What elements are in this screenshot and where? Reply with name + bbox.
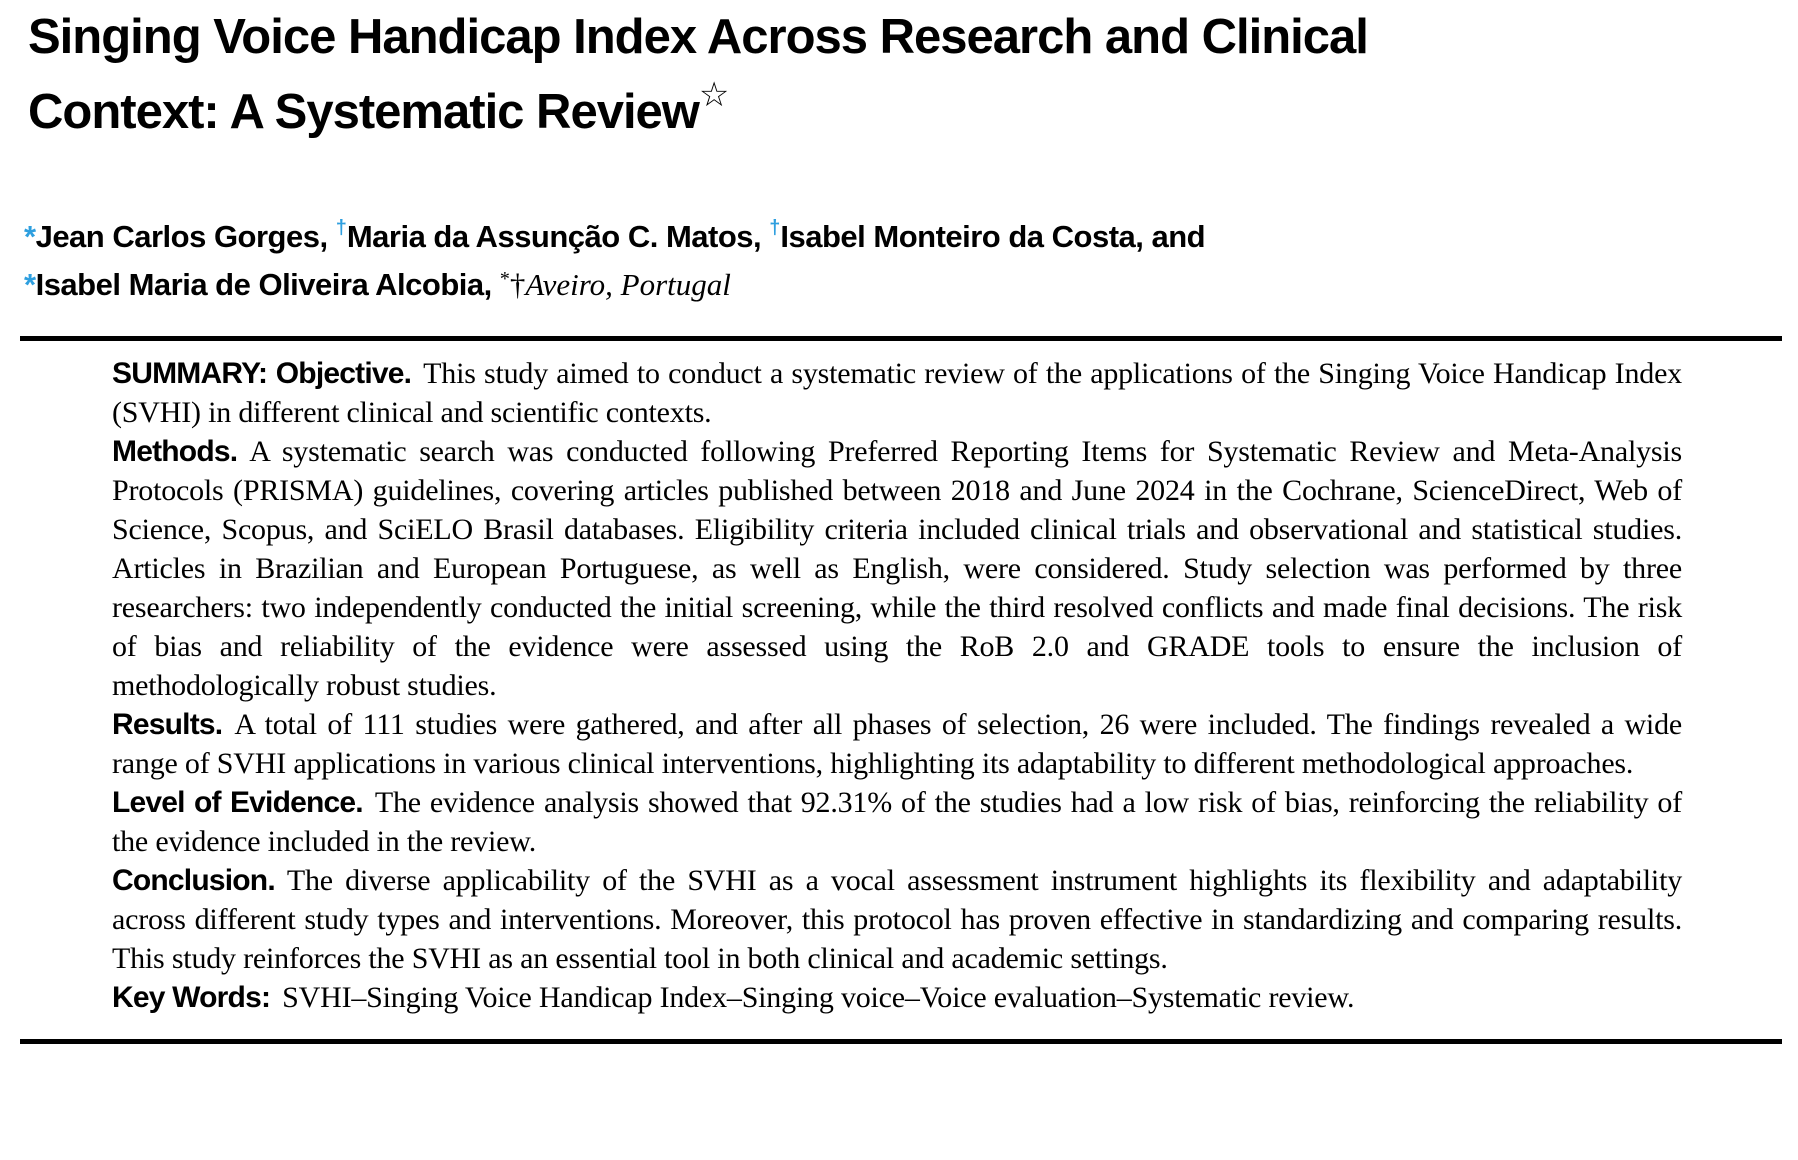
title-line-1: Singing Voice Handicap Index Across Rese… [28,10,1369,64]
abstract-paragraph-level-of-evidence: Level of Evidence. The evidence analysis … [112,783,1682,861]
section-text: SVHI–Singing Voice Handicap Index–Singin… [282,981,1355,1014]
divider-bottom [20,1039,1782,1044]
affiliation-mark-asterisk: * [24,267,36,302]
page-title: Singing Voice Handicap Index Across Rese… [28,8,1758,141]
section-label: Level of Evidence. [112,786,364,819]
author-name-1: Jean Carlos Gorges, [35,219,336,254]
author-block: *Jean Carlos Gorges, †Maria da Assunção … [24,207,1758,306]
section-text: The evidence analysis showed that 92.31%… [112,786,1683,858]
section-label: Methods. [112,435,238,468]
affiliation-mark-dagger: † [335,217,347,239]
divider-top [20,336,1782,341]
footnote-star-icon: ☆ [698,76,730,114]
abstract-paragraph-objective: SUMMARY: Objective. This study aimed to c… [112,354,1682,432]
author-line-2: *Isabel Maria de Oliveira Alcobia, *†Ave… [24,258,1758,306]
affiliation-mark-asterisk: * [24,219,36,254]
section-text: This study aimed to conduct a systematic… [112,357,1682,429]
title-line-2: Context: A Systematic Review☆ [28,66,1758,141]
abstract-paragraph-keywords: Key Words: SVHI–Singing Voice Handicap In… [112,978,1682,1017]
affiliation-mark-asterisk-serif: * [499,268,510,290]
abstract-paragraph-methods: Methods. A systematic search was conducte… [112,432,1682,705]
author-name-3: Isabel Monteiro da Costa, and [780,219,1206,254]
section-label: Results. [112,708,223,741]
section-text: The diverse applicability of the SVHI as… [112,864,1682,975]
section-text: A systematic search was conducted follow… [112,435,1682,702]
abstract: SUMMARY: Objective. This study aimed to c… [112,354,1682,1017]
author-name-4: Isabel Maria de Oliveira Alcobia, [35,267,500,302]
affiliation: *†Aveiro, Portugal [500,267,731,302]
affiliation-mark-dagger-serif: † [509,267,526,302]
author-name-2: Maria da Assunção C. Matos, [346,219,770,254]
affiliation-place: Aveiro, Portugal [525,267,731,302]
abstract-paragraph-conclusion: Conclusion. The diverse applicability of … [112,861,1682,978]
abstract-paragraph-results: Results. A total of 111 studies were gath… [112,705,1682,783]
section-text: A total of 111 studies were gathered, an… [112,708,1682,780]
author-line-1: *Jean Carlos Gorges, †Maria da Assunção … [24,207,1758,258]
section-label: Conclusion. [112,864,276,897]
section-label: SUMMARY: Objective. [112,357,412,390]
section-label: Key Words: [112,981,271,1014]
affiliation-mark-dagger: † [769,217,781,239]
title-line-2-text: Context: A Systematic Review [28,85,700,139]
